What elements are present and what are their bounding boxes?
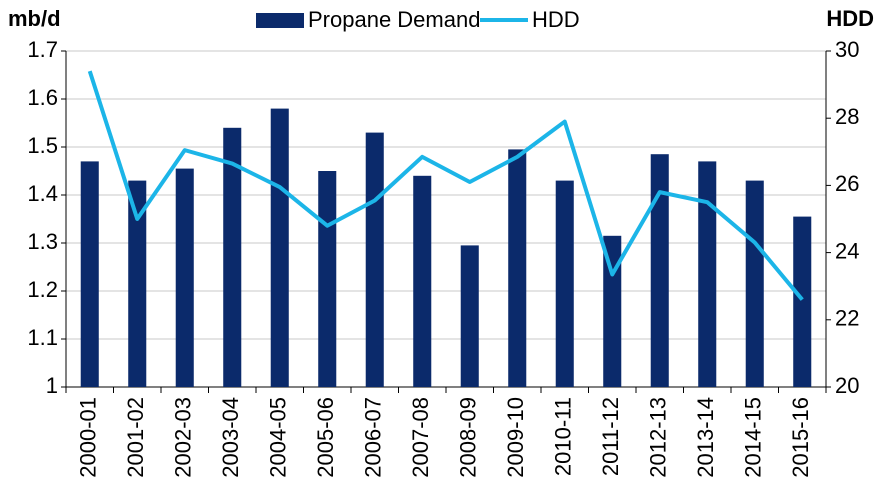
bar	[270, 108, 289, 387]
legend-label: HDD	[532, 7, 580, 32]
y2-tick-label: 20	[835, 373, 859, 398]
x-tick-label: 2015-16	[788, 397, 813, 478]
x-tick-label: 2000-01	[76, 397, 101, 478]
x-tick-label: 2004-05	[266, 397, 291, 478]
y2-axis-title: HDD	[826, 6, 874, 31]
bar	[365, 132, 384, 387]
bar	[80, 161, 99, 387]
bar	[223, 127, 242, 388]
x-tick-label: 2007-08	[408, 397, 433, 478]
bar	[555, 180, 574, 387]
bar	[603, 235, 622, 387]
legend-label: Propane Demand	[308, 7, 480, 32]
bar	[793, 216, 812, 387]
y2-tick-label: 30	[835, 37, 859, 62]
x-tick-label: 2012-13	[646, 397, 671, 478]
y-tick-label: 1.7	[27, 37, 58, 62]
bar	[698, 161, 717, 387]
line	[87, 70, 804, 301]
bar	[508, 149, 527, 387]
x-tick-label: 2014-15	[741, 397, 766, 478]
bar	[318, 171, 337, 387]
x-tick-label: 2003-04	[218, 397, 243, 478]
y-axis-title: mb/d	[8, 6, 61, 31]
y-tick-label: 1	[46, 373, 58, 398]
bar	[745, 180, 764, 387]
y2-tick-label: 24	[835, 238, 859, 263]
x-tick-label: 2001-02	[123, 397, 148, 478]
x-tick-label: 2009-10	[503, 397, 528, 478]
x-tick-label: 2006-07	[361, 397, 386, 478]
y-tick-label: 1.2	[27, 277, 58, 302]
bar	[128, 180, 147, 387]
x-tick-label: 2008-09	[456, 397, 481, 478]
bar	[175, 168, 194, 387]
y2-tick-label: 28	[835, 104, 859, 129]
y2-tick-label: 22	[835, 306, 859, 331]
y-tick-label: 1.3	[27, 229, 58, 254]
y-tick-label: 1.1	[27, 325, 58, 350]
x-tick-label: 2005-06	[313, 397, 338, 478]
y2-tick-label: 26	[835, 171, 859, 196]
x-tick-label: 2002-03	[171, 397, 196, 478]
y-tick-label: 1.6	[27, 85, 58, 110]
legend-swatch	[256, 13, 304, 28]
x-tick-label: 2010-11	[551, 397, 576, 476]
bar	[460, 245, 479, 387]
y-tick-label: 1.5	[27, 133, 58, 158]
y-tick-label: 1.4	[27, 181, 58, 206]
x-tick-label: 2013-14	[693, 397, 718, 478]
x-tick-label: 2011-12	[598, 397, 623, 476]
bar	[413, 175, 432, 387]
bar	[650, 154, 669, 387]
